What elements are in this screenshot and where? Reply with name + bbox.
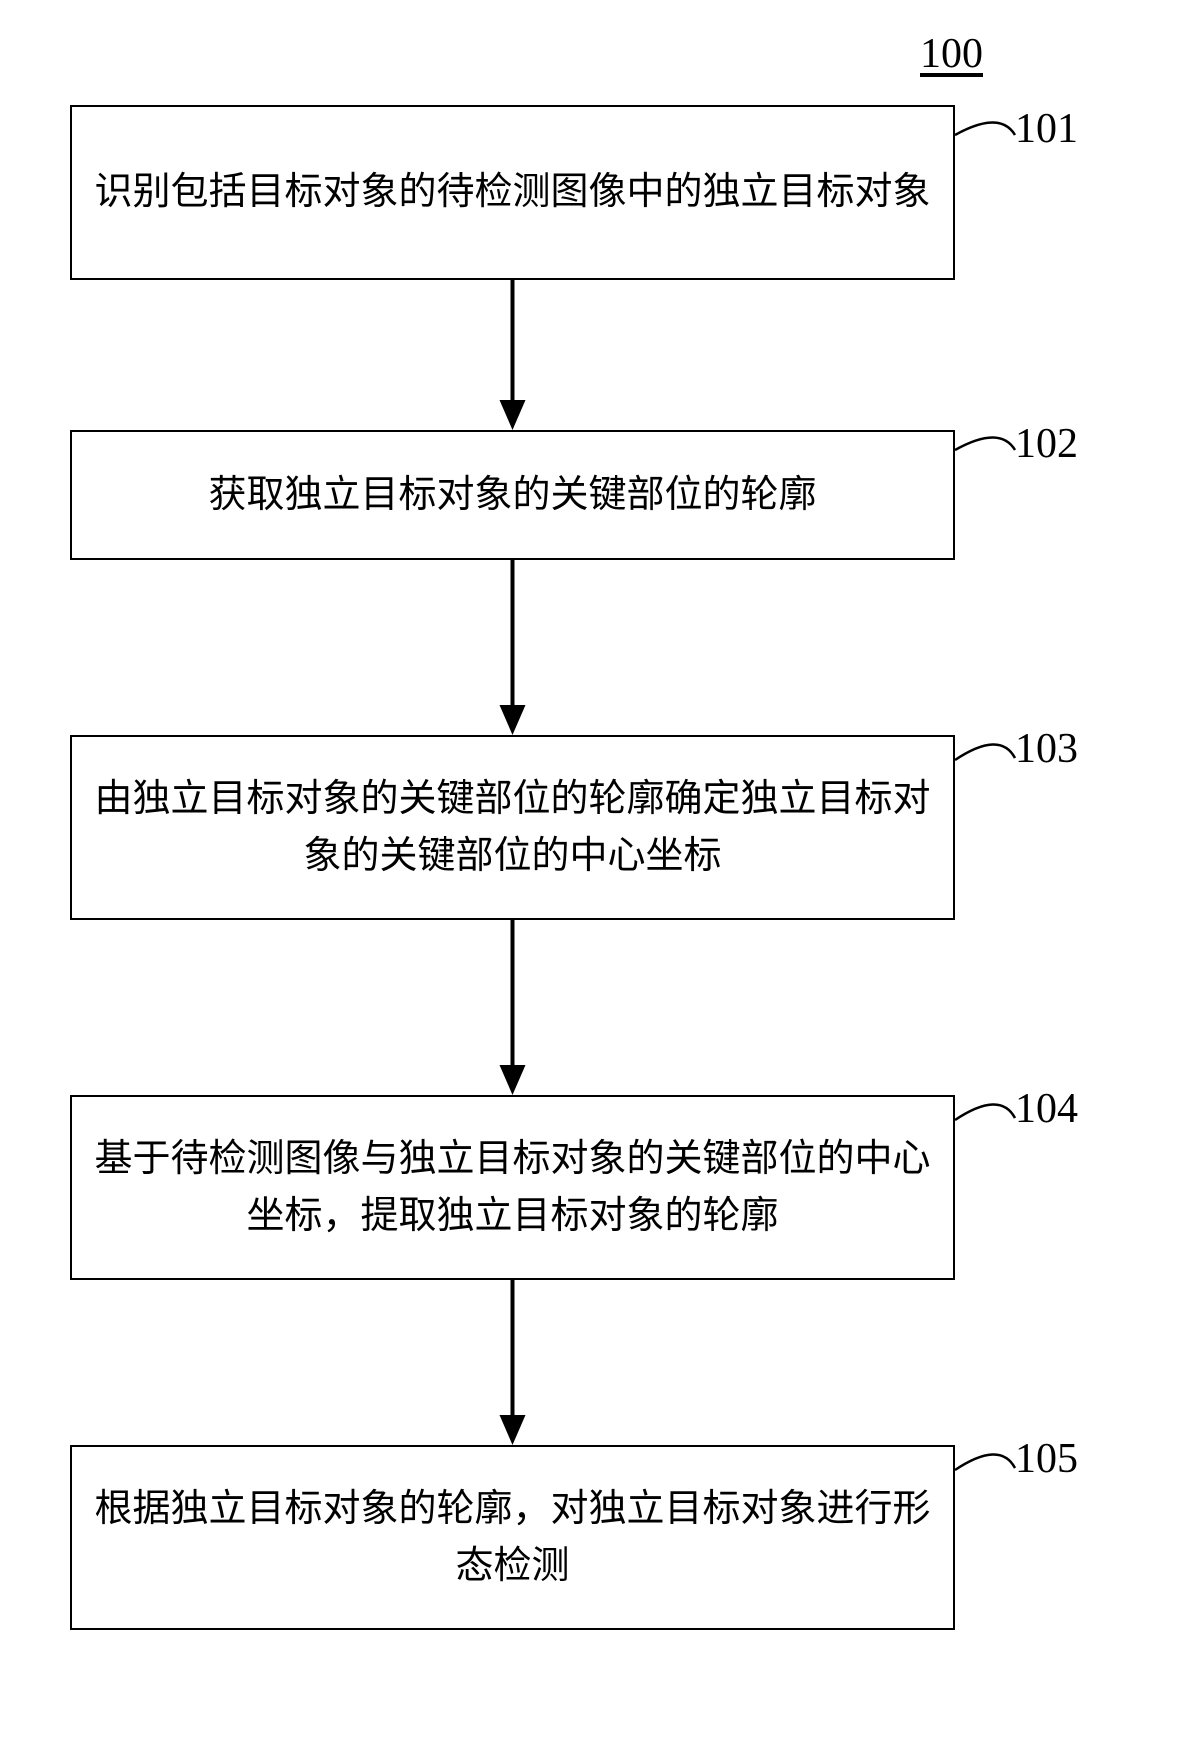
step-label-104: 104 [1015, 1085, 1078, 1133]
step-text: 基于待检测图像与独立目标对象的关键部位的中心坐标，提取独立目标对象的轮廓 [92, 1131, 933, 1245]
flowchart-step-105: 根据独立目标对象的轮廓，对独立目标对象进行形态检测 [70, 1445, 955, 1630]
step-text: 获取独立目标对象的关键部位的轮廓 [208, 467, 816, 524]
step-label-102: 102 [1015, 420, 1078, 468]
flowchart-step-101: 识别包括目标对象的待检测图像中的独立目标对象 [70, 105, 955, 280]
flowchart-step-102: 获取独立目标对象的关键部位的轮廓 [70, 430, 955, 560]
flowchart-step-104: 基于待检测图像与独立目标对象的关键部位的中心坐标，提取独立目标对象的轮廓 [70, 1095, 955, 1280]
step-label-103: 103 [1015, 725, 1078, 773]
step-text: 由独立目标对象的关键部位的轮廓确定独立目标对象的关键部位的中心坐标 [92, 771, 933, 885]
flowchart-canvas: 100 识别包括目标对象的待检测图像中的独立目标对象 获取独立目标对象的关键部位… [0, 0, 1195, 1744]
step-label-105: 105 [1015, 1435, 1078, 1483]
figure-number: 100 [920, 30, 983, 78]
step-text: 根据独立目标对象的轮廓，对独立目标对象进行形态检测 [92, 1481, 933, 1595]
step-text: 识别包括目标对象的待检测图像中的独立目标对象 [94, 164, 930, 221]
flowchart-step-103: 由独立目标对象的关键部位的轮廓确定独立目标对象的关键部位的中心坐标 [70, 735, 955, 920]
step-label-101: 101 [1015, 105, 1078, 153]
